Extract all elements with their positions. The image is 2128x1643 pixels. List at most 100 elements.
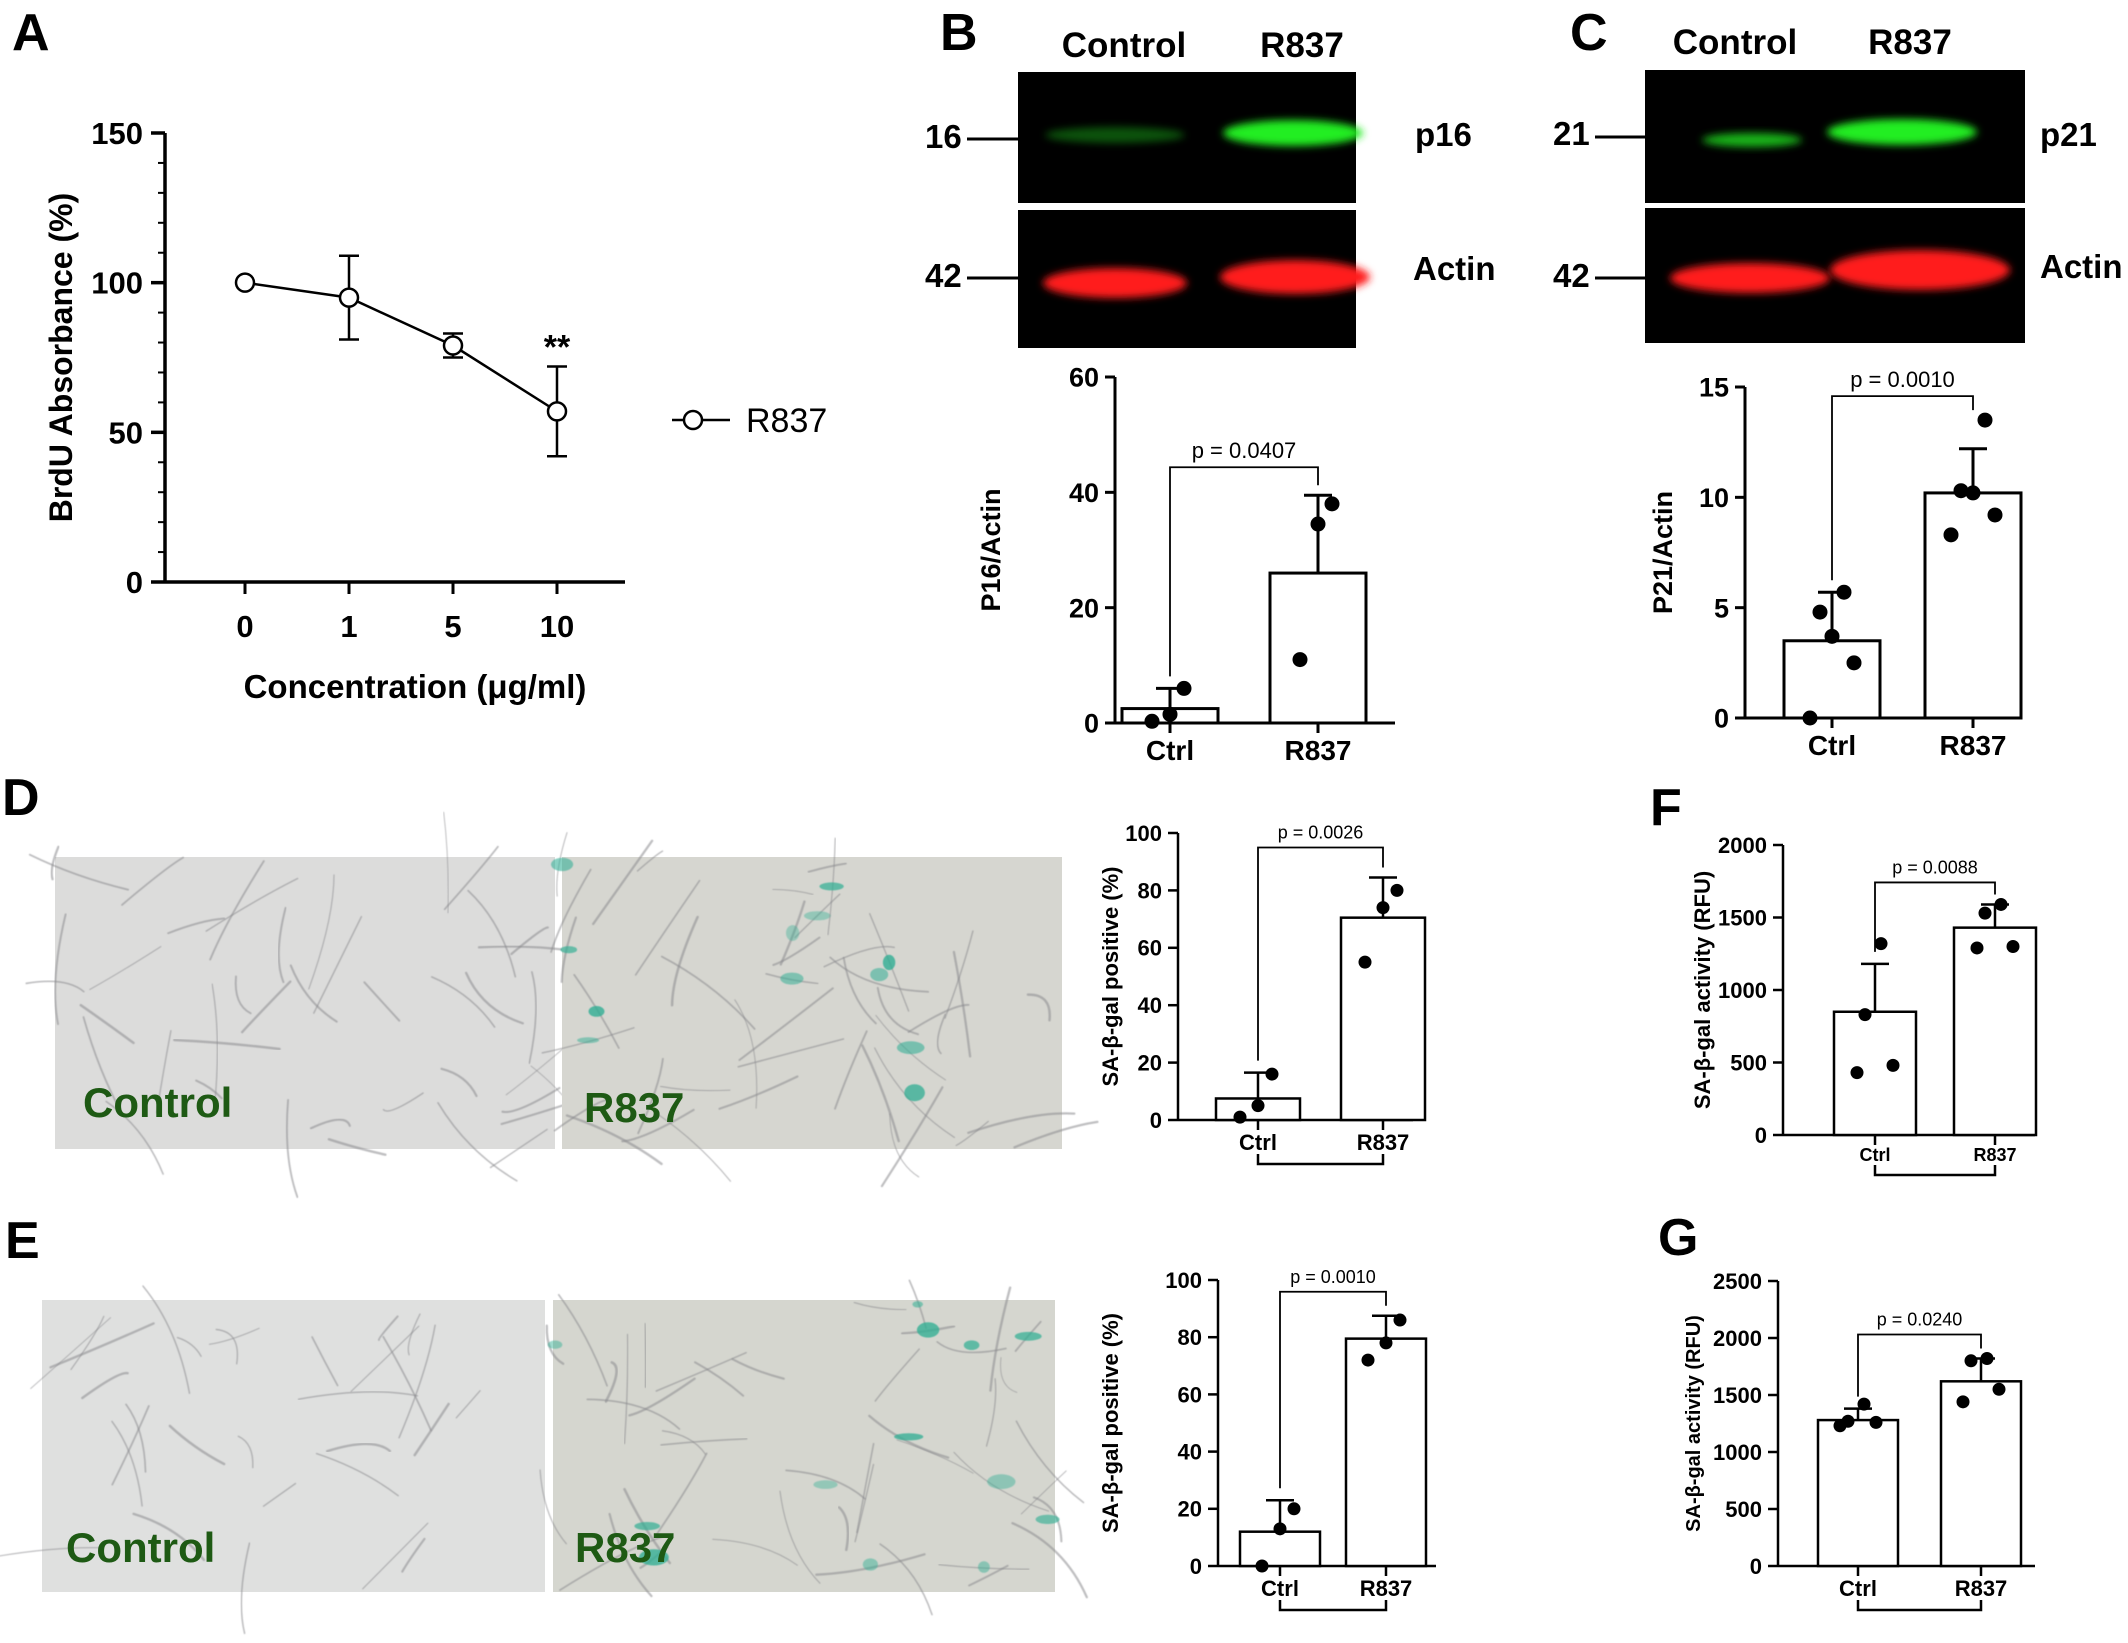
data-point: [442, 335, 464, 356]
x-tick-label: R837: [1955, 1576, 2008, 1601]
data-point: [1846, 655, 1862, 671]
panel-letter-c: C: [1570, 4, 1608, 62]
mw-marker-42: 42: [925, 257, 962, 294]
cell-outline: [1011, 1522, 1088, 1599]
x-tick-label: Ctrl: [1239, 1130, 1277, 1155]
cell-outline: [111, 1405, 150, 1486]
cell-outline: [467, 889, 517, 978]
cell-outline: [623, 1333, 629, 1445]
cell-outline: [209, 860, 265, 961]
stained-cell: [894, 1433, 924, 1441]
cell-outline: [510, 926, 549, 956]
data-point: [1287, 1502, 1301, 1516]
data-point: [1874, 937, 1888, 951]
micrograph-d-control: Control: [25, 811, 595, 1198]
data-point: [1858, 1008, 1872, 1022]
panel-letter-e: E: [5, 1212, 40, 1270]
cell-outline: [350, 1325, 420, 1392]
group-bracket: [1256, 1154, 1385, 1166]
band-p16-control: [1045, 127, 1185, 143]
cell-outline: [967, 1112, 1076, 1134]
cell-outline: [734, 999, 758, 1109]
cell-outline: [440, 1067, 478, 1098]
data-point: [1953, 483, 1969, 499]
y-tick-label: 50: [109, 415, 143, 450]
chart-b-p16-bar: 0 20 40 60 Ctrl R837 p = 0.0407 P16/Actin: [976, 363, 1395, 766]
chart-a-brdu-line: 0 50 100 150 0 1 5 10 Concentration (μg/ml) BrdU …: [43, 116, 827, 705]
data-point: [1176, 680, 1192, 696]
cell-outline: [694, 1361, 745, 1397]
stained-cell: [639, 1549, 669, 1566]
data-point: [1956, 1395, 1970, 1409]
cell-outline: [1013, 1120, 1099, 1149]
cell-outline: [834, 1030, 868, 1110]
data-point: [1162, 706, 1178, 722]
cell-outline: [208, 1327, 260, 1345]
cell-outline: [382, 1335, 432, 1432]
y-tick-label: 40: [1138, 993, 1162, 1018]
cell-outline: [654, 1111, 732, 1182]
cell-outline: [176, 1336, 202, 1357]
bar-r837: [1952, 926, 2038, 1137]
x-tick-label: R837: [1357, 1130, 1410, 1155]
y-tick-label: 10: [1699, 483, 1729, 513]
data-point: [1980, 1352, 1994, 1366]
cell-outline: [907, 1003, 970, 1033]
micrographs: Control R837 Control R837: [0, 811, 1099, 1635]
cell-outline: [327, 1138, 387, 1156]
cell-outline: [413, 1402, 450, 1457]
cell-outline: [377, 1315, 399, 1341]
cell-outline: [240, 980, 292, 1034]
cell-outline: [718, 1075, 799, 1110]
cell-outline: [489, 1128, 548, 1169]
lane-label-r837: R837: [1260, 26, 1344, 65]
chart-f-sagal-activity-48h: 0 500 1000 1500 2000 Ctrl R837 p = 0.0088 SA-β-g…: [1690, 0, 2038, 1177]
cell-outline: [557, 1293, 608, 1387]
group-label: 72 h: [1903, 0, 1935, 4]
y-tick-label: 0: [1750, 1554, 1762, 1579]
cell-outline: [234, 975, 252, 1015]
micrograph-label-r837: R837: [575, 1524, 675, 1571]
data-point: [1943, 527, 1959, 543]
x-tick-label: Ctrl: [1146, 735, 1194, 766]
data-point: [338, 287, 360, 308]
cell-outline: [211, 983, 219, 1104]
x-tick-label: Ctrl: [1808, 730, 1856, 761]
band-p21-r837: [1827, 119, 1977, 145]
cell-outline: [874, 1348, 920, 1402]
cell-outline: [54, 913, 67, 1025]
data-point: [1324, 496, 1340, 512]
cell-outline: [837, 1506, 850, 1552]
stained-cell: [560, 946, 578, 954]
mw-marker-16: 16: [925, 118, 962, 155]
y-tick-label: 0: [1714, 704, 1729, 734]
cell-outline: [660, 955, 756, 1030]
panel-letters: A B C D E F G: [2, 4, 1698, 1270]
y-axis-label: P16/Actin: [976, 488, 1006, 611]
cell-outline: [215, 1328, 239, 1365]
y-axis-label: SA-β-gal activity (RFU): [1683, 1315, 1705, 1532]
significance-bracket: [1257, 846, 1384, 1061]
cell-outline: [880, 1086, 944, 1188]
cell-outline: [985, 1378, 997, 1447]
cell-layer: [539, 1279, 1088, 1616]
cell-outline: [968, 1564, 1009, 1587]
significance-bracket: [1874, 881, 1996, 952]
data-point: [1992, 1382, 2006, 1396]
cell-outline: [70, 1315, 105, 1371]
legend-marker: [682, 409, 704, 431]
x-tick-label: 10: [540, 609, 574, 644]
cell-outline: [794, 893, 841, 939]
cell-outline: [285, 1098, 299, 1198]
cell-outline: [861, 1044, 900, 1143]
micrograph-e-control: Control: [0, 1285, 545, 1635]
y-tick-label: 20: [1178, 1497, 1202, 1522]
cell-outline: [313, 915, 363, 1014]
cell-outline: [952, 950, 972, 1058]
cell-outline: [443, 811, 449, 914]
cell-outline: [156, 1030, 172, 1114]
cell-outline: [785, 1469, 866, 1500]
y-tick-label: 15: [1699, 373, 1729, 403]
x-tick-label: 5: [444, 609, 461, 644]
cell-outline: [565, 1114, 663, 1166]
